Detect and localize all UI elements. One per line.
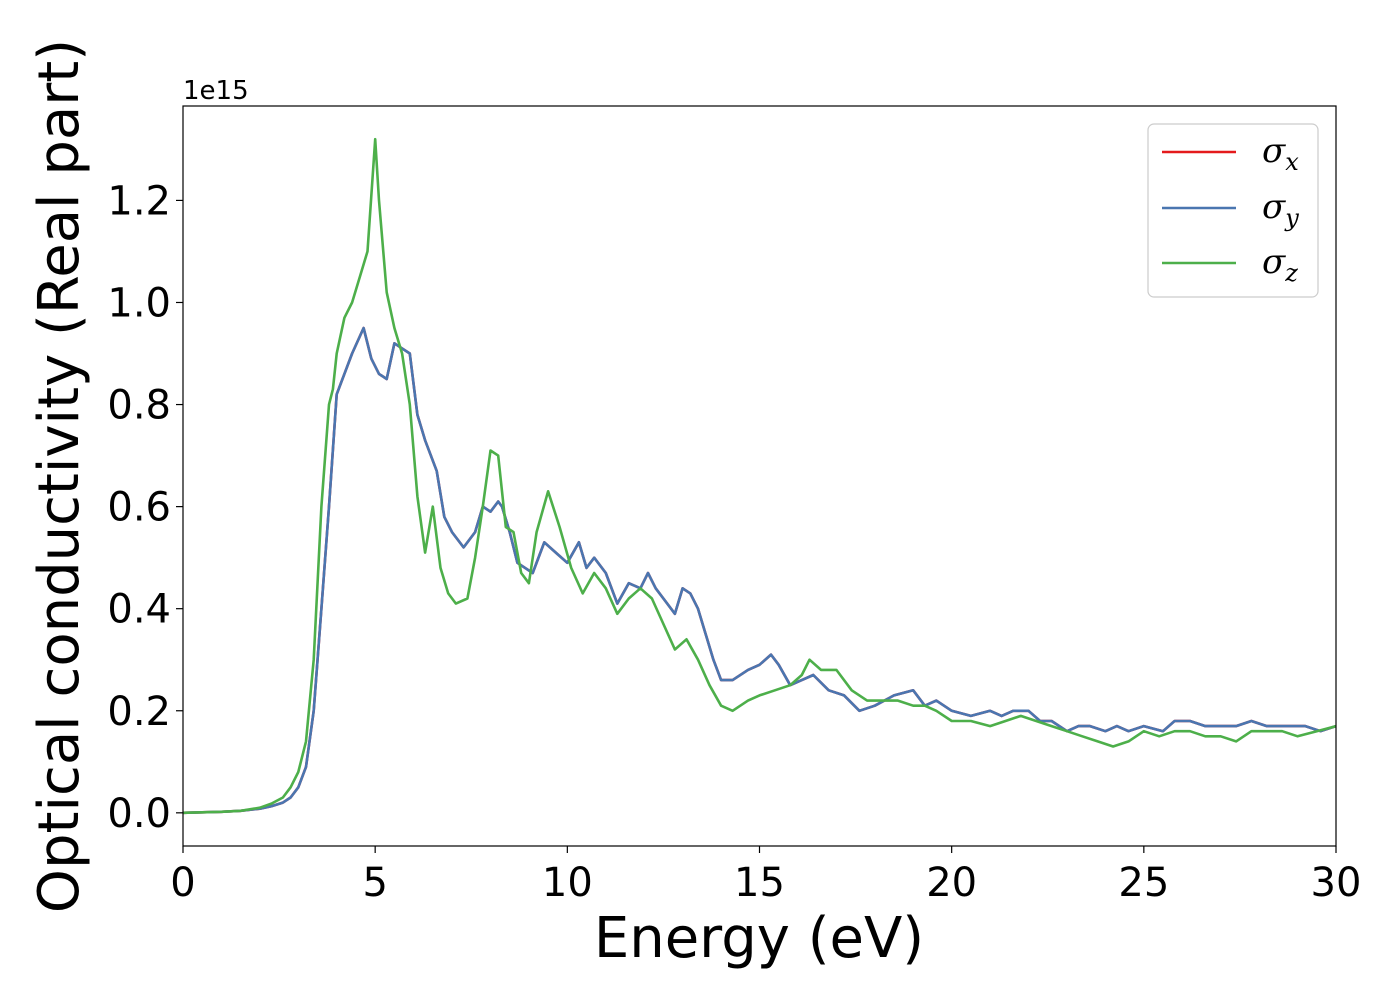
series-line-z bbox=[183, 137, 1336, 815]
x-tick-label: 10 bbox=[542, 860, 593, 906]
legend-symbol: σ bbox=[1262, 187, 1286, 227]
plot-area bbox=[182, 105, 1337, 847]
x-tick-label: 30 bbox=[1311, 860, 1362, 906]
x-tick-label: 15 bbox=[734, 860, 785, 906]
y-offset-label: 1e15 bbox=[183, 76, 249, 106]
series-layer bbox=[183, 137, 1336, 815]
y-tick-label: 0.6 bbox=[107, 485, 171, 531]
y-tick-label: 0.2 bbox=[107, 689, 171, 735]
legend-symbol: σ bbox=[1262, 131, 1286, 171]
plot-background bbox=[183, 106, 1336, 846]
y-tick-label: 0.4 bbox=[107, 587, 171, 633]
x-axis-title: Energy (eV) bbox=[594, 906, 924, 971]
legend-symbol: σ bbox=[1262, 242, 1286, 282]
x-tick-label: 0 bbox=[170, 860, 195, 906]
y-tick-label: 0.0 bbox=[107, 791, 171, 837]
y-axis: 0.0 0.2 0.4 0.6 0.8 1.0 1.2 bbox=[107, 178, 183, 837]
x-tick-label: 20 bbox=[926, 860, 977, 906]
legend-subscript: y bbox=[1284, 204, 1299, 232]
legend-label-x: σx bbox=[1262, 131, 1299, 176]
x-axis: 0 5 10 15 20 25 30 bbox=[170, 846, 1361, 906]
y-axis-title: Optical conductivity (Real part) bbox=[27, 39, 92, 913]
x-tick-label: 5 bbox=[362, 860, 387, 906]
legend-box bbox=[1147, 123, 1319, 298]
x-tick-label: 25 bbox=[1118, 860, 1169, 906]
y-tick-label: 1.2 bbox=[107, 178, 171, 224]
series-line-y bbox=[183, 326, 1336, 815]
legend-subscript: z bbox=[1284, 259, 1298, 287]
y-tick-label: 1.0 bbox=[107, 280, 171, 326]
legend-label-y: σy bbox=[1262, 187, 1299, 232]
legend-label-z: σz bbox=[1262, 242, 1298, 287]
y-tick-label: 0.8 bbox=[107, 383, 171, 429]
legend-subscript: x bbox=[1285, 148, 1299, 176]
